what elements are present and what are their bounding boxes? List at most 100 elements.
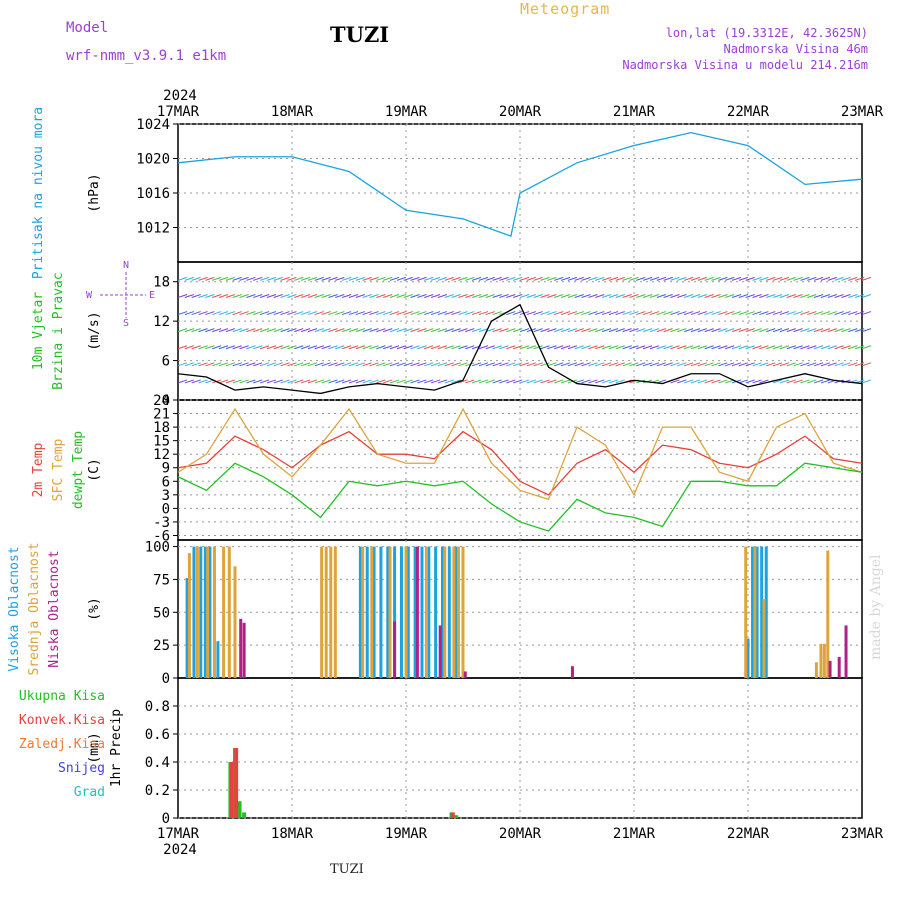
- wind-arrow: [177, 362, 188, 367]
- wind-arrow: [759, 276, 769, 281]
- wind-arrow: [595, 345, 605, 350]
- wind-arrow: [772, 276, 783, 281]
- wind-arrow: [348, 311, 359, 316]
- wind-arrow: [499, 294, 509, 298]
- wind-arrow: [314, 362, 324, 367]
- wind-arrow: [437, 379, 448, 384]
- wind-arrow: [389, 328, 400, 333]
- wind-arrow: [492, 345, 502, 350]
- precip-legend-label: Konvek.Kisa: [19, 713, 105, 728]
- wind-arrow: [232, 379, 242, 384]
- wind-arrow: [738, 311, 749, 316]
- wind-speed-line: [177, 303, 863, 395]
- wind-arrow: [841, 362, 851, 367]
- mid-cloud-bar: [227, 546, 231, 678]
- wind-arrow: [677, 328, 687, 333]
- wind-arrow: [807, 311, 817, 316]
- bottom-time-label: 17MAR: [157, 826, 200, 842]
- location-coordinates: lon,lat (19.3312E, 42.3625N): [665, 26, 868, 40]
- wind-arrow: [656, 328, 666, 333]
- wind-arrow: [560, 345, 571, 350]
- mid-cloud-bar: [324, 546, 328, 678]
- wind-arrow: [307, 311, 318, 316]
- wind-arrow: [253, 311, 263, 316]
- wind-arrow: [581, 328, 591, 333]
- wind-arrow: [177, 328, 188, 333]
- wind-arrow: [451, 362, 461, 367]
- wind-arrow: [772, 379, 783, 384]
- wind-arrow: [465, 328, 475, 333]
- wind-arrow: [246, 345, 256, 350]
- wind-arrow: [677, 294, 687, 298]
- wind-arrow: [376, 328, 386, 333]
- model-name: wrf-nmm_v3.9.1 e1km: [66, 48, 227, 64]
- y-unit-label: (C): [87, 458, 102, 481]
- wind-arrow: [588, 276, 598, 281]
- wind-arrow: [533, 294, 543, 298]
- wind-arrow: [342, 311, 352, 316]
- wind-arrow: [321, 311, 331, 316]
- wind-arrow: [499, 276, 509, 281]
- wind-arrow: [287, 276, 297, 281]
- wind-arrow: [526, 379, 536, 384]
- wind-arrow: [731, 328, 742, 333]
- mid-cloud-bar: [819, 643, 823, 678]
- wind-arrow: [540, 328, 550, 333]
- wind-arrow: [684, 345, 694, 350]
- wind-arrow: [684, 379, 694, 384]
- wind-arrow: [191, 276, 201, 281]
- wind-arrow: [841, 276, 851, 281]
- wind-arrow: [355, 345, 365, 350]
- wind-arrow: [396, 294, 407, 298]
- wind-arrow: [239, 379, 249, 384]
- wind-arrow: [690, 328, 701, 333]
- wind-arrow: [704, 379, 714, 384]
- wind-arrow: [649, 362, 660, 367]
- wind-arrow: [499, 362, 509, 367]
- wind-arrow: [307, 328, 318, 333]
- wind-arrow: [690, 362, 701, 367]
- wind-arrow: [704, 328, 714, 333]
- wind-arrow: [718, 345, 728, 350]
- wind-arrow: [697, 294, 707, 298]
- wind-arrow: [300, 362, 311, 367]
- y-tick-label: 1024: [136, 117, 170, 133]
- wind-arrow: [779, 328, 790, 333]
- wind-arrow: [547, 311, 557, 316]
- wind-arrow: [554, 345, 564, 350]
- wind-arrow: [273, 311, 283, 316]
- wind-arrow: [711, 345, 721, 350]
- wind-arrow: [772, 345, 783, 350]
- wind-arrow: [430, 362, 441, 367]
- wind-arrow: [246, 311, 256, 316]
- wind-arrow: [321, 328, 331, 333]
- wind-arrow: [506, 345, 516, 350]
- wind-arrow: [567, 294, 578, 298]
- wind-arrow: [608, 276, 619, 281]
- wind-arrow: [287, 328, 297, 333]
- wind-arrow: [478, 276, 489, 281]
- wind-arrow: [225, 379, 236, 384]
- wind-arrow: [786, 294, 796, 298]
- wind-arrow: [287, 294, 297, 298]
- wind-arrow: [622, 311, 632, 316]
- meteogram-heading: Meteogram: [520, 0, 611, 18]
- wind-arrow: [218, 362, 229, 367]
- wind-arrow: [430, 345, 441, 350]
- wind-arrow: [430, 276, 441, 281]
- wind-arrow: [793, 328, 803, 333]
- wind-arrow: [601, 362, 612, 367]
- wind-arrow: [451, 311, 461, 316]
- wind-arrow: [492, 294, 502, 298]
- high-cloud-bar: [379, 546, 383, 678]
- wind-arrow: [362, 362, 372, 367]
- wind-arrow: [191, 379, 201, 384]
- wind-arrow: [711, 311, 721, 316]
- wind-arrow: [793, 276, 803, 281]
- wind-arrow: [389, 294, 400, 298]
- mid-cloud-bar: [826, 550, 830, 678]
- wind-arrow: [519, 379, 530, 384]
- wind-arrow: [547, 294, 557, 298]
- high-cloud-bar: [755, 546, 759, 678]
- total-precip-bar: [237, 801, 242, 818]
